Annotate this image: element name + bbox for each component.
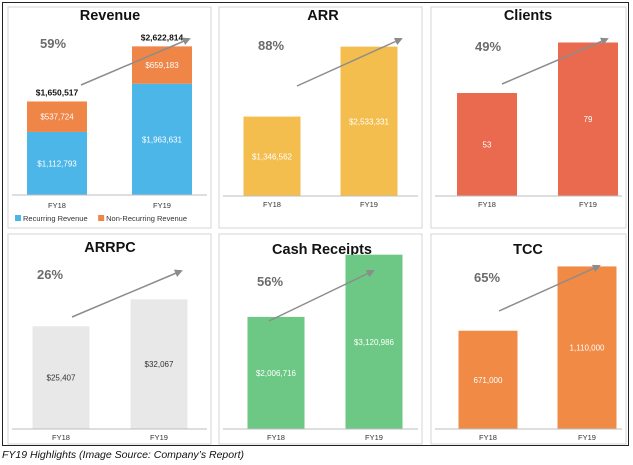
bar-total-label: $1,650,517	[36, 87, 79, 97]
x-tick-label: FY19	[360, 200, 378, 209]
bar-recurring-revenue-fy18	[27, 131, 87, 195]
chart-panel-2: ARR $1,346,562 FY18 $2,533,331 FY19 88%	[218, 6, 423, 229]
bar-fy18	[243, 116, 301, 196]
bar-value-label: $32,067	[145, 360, 174, 369]
legend-swatch	[15, 215, 21, 221]
x-tick-label: FY18	[267, 433, 285, 442]
bar-fy18	[247, 316, 305, 429]
legend: Recurring Revenue Non-Recurring Revenue	[15, 214, 187, 223]
growth-percentage: 49%	[475, 39, 501, 54]
growth-arrow	[80, 37, 191, 86]
bar-non-recurring-revenue-fy19	[132, 46, 192, 84]
bar-value-label: $2,533,331	[349, 117, 390, 126]
chart-title: ARR	[307, 8, 339, 24]
chart-panel-6: TCC 671,000 FY18 1,110,000 FY19 65%	[430, 233, 627, 445]
bar-value-label: $1,963,631	[142, 135, 183, 144]
x-tick-label: FY19	[150, 433, 168, 442]
growth-arrow	[498, 264, 601, 312]
bar-value-label: $3,120,986	[354, 338, 395, 347]
x-tick-label: FY18	[263, 200, 281, 209]
bar-value-label: $537,724	[40, 113, 74, 122]
legend-label: Recurring Revenue	[23, 214, 88, 223]
x-tick-label: FY18	[479, 433, 497, 442]
bar-value-label: 53	[483, 141, 492, 150]
growth-percentage: 59%	[40, 36, 66, 51]
bar-value-label: $1,112,793	[37, 159, 77, 168]
chart-title: TCC	[513, 242, 543, 258]
bar-total-label: $2,622,814	[141, 32, 184, 42]
bar-fy19	[130, 299, 188, 429]
chart-title: ARRPC	[84, 240, 136, 256]
chart-panel-5: Cash Receipts $2,006,716 FY18 $3,120,986 FY1…	[218, 233, 423, 445]
chart-panel-3: Clients 53 FY18 79 FY19 49%	[430, 6, 627, 229]
growth-percentage: 88%	[258, 38, 284, 53]
growth-percentage: 56%	[257, 274, 283, 289]
bar-non-recurring-revenue-fy18	[27, 101, 87, 132]
bar-fy18	[458, 330, 518, 429]
x-tick-label: FY19	[153, 201, 171, 210]
bar-fy19	[557, 266, 617, 429]
bar-fy18	[32, 326, 90, 429]
bar-fy19	[345, 254, 403, 429]
chart-title: Revenue	[80, 8, 140, 24]
growth-percentage: 26%	[37, 267, 63, 282]
growth-arrow	[296, 37, 403, 87]
chart-panel-4: ARRPC $25,407 FY18 $32,067 FY19 26%	[7, 233, 212, 445]
legend-label: Non-Recurring Revenue	[106, 214, 187, 223]
legend-swatch	[98, 215, 105, 221]
x-tick-label: FY18	[52, 433, 70, 442]
figure-frame: Revenue $1,112,793 $537,724 $1,650,517 FY18 $…	[2, 2, 629, 446]
growth-arrow	[268, 269, 375, 322]
bar-value-label: $1,346,562	[252, 152, 293, 161]
bar-value-label: 671,000	[474, 376, 503, 385]
bar-recurring-revenue-fy19	[132, 83, 192, 195]
x-tick-label: FY19	[365, 433, 383, 442]
bar-fy19	[340, 46, 398, 197]
bar-value-label: 79	[584, 115, 593, 124]
chart-panel-1: Revenue $1,112,793 $537,724 $1,650,517 FY18 $…	[7, 6, 212, 229]
growth-percentage: 65%	[474, 270, 500, 285]
x-tick-label: FY19	[579, 200, 597, 209]
x-tick-label: FY19	[578, 433, 596, 442]
chart-title: Cash Receipts	[272, 242, 372, 258]
bar-fy19	[558, 42, 618, 197]
bar-value-label: $2,006,716	[256, 369, 297, 378]
bar-value-label: 1,110,000	[570, 344, 606, 353]
chart-title: Clients	[504, 8, 552, 24]
bar-value-label: $25,407	[47, 374, 76, 383]
figure-caption: FY19 Highlights (Image Source: Company’s…	[2, 449, 244, 461]
growth-arrow	[71, 269, 183, 318]
bar-value-label: $659,183	[145, 61, 179, 70]
bar-fy18	[457, 93, 517, 196]
growth-arrow	[501, 37, 609, 85]
x-tick-label: FY18	[48, 201, 66, 210]
x-tick-label: FY18	[478, 200, 496, 209]
charts-canvas: Revenue $1,112,793 $537,724 $1,650,517 FY18 $…	[7, 6, 627, 445]
